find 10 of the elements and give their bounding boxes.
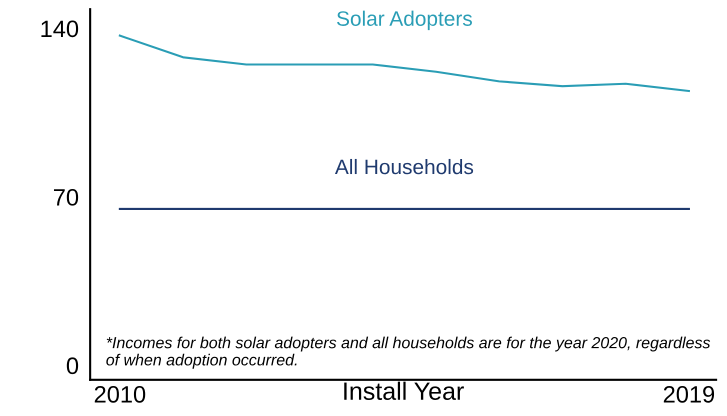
annotation: *Incomes for both solar adopters and all households are for the year 2020, regardless of when adoption occurred. bbox=[106, 336, 710, 369]
y-tick-label: 70 bbox=[54, 188, 78, 206]
line-series bbox=[118, 34, 690, 92]
x-tick-label: 2019 bbox=[664, 386, 714, 403]
y-tick-label: 140 bbox=[41, 20, 78, 38]
x-tick-label: 2010 bbox=[94, 386, 146, 403]
series-label: All Households bbox=[334, 158, 474, 174]
x-axis-title: Install Year bbox=[344, 382, 464, 400]
series-label: Solar Adopters bbox=[337, 10, 472, 30]
y-tick-label: 0 bbox=[66, 357, 78, 374]
